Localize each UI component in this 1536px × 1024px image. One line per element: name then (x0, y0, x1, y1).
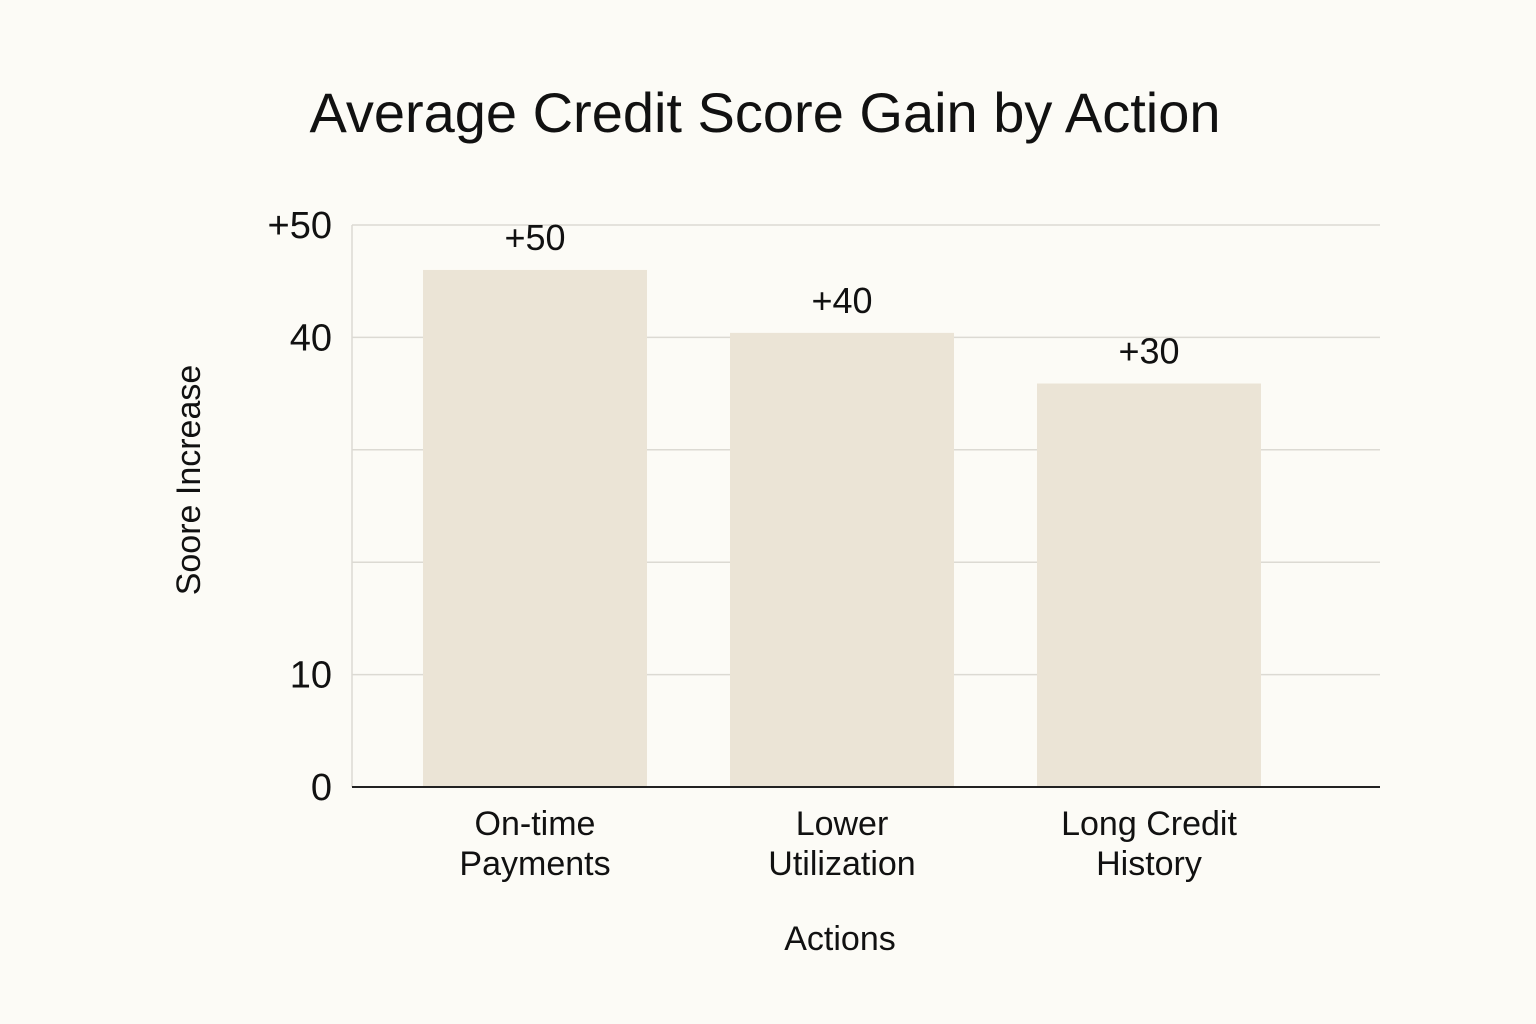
x-category-label: Lower (796, 805, 889, 843)
bar-data-label: +40 (811, 280, 872, 321)
y-tick-label: +50 (268, 205, 332, 247)
x-category-label: Payments (459, 845, 610, 883)
bar-data-label: +30 (1118, 330, 1179, 371)
bar (1037, 383, 1261, 787)
bar-data-label: +50 (504, 217, 565, 258)
x-category-label: History (1096, 845, 1202, 883)
x-category-label: Utilization (768, 845, 915, 883)
chart-title: Average Credit Score Gain by Action (309, 81, 1220, 144)
y-axis-title: Soore Increase (170, 365, 208, 596)
y-tick-label: 40 (290, 317, 332, 359)
bar (423, 269, 647, 788)
y-tick-label: 0 (311, 767, 332, 809)
y-tick-label: 10 (290, 655, 332, 697)
bar (730, 332, 954, 787)
x-category-label: Long Credit (1061, 805, 1237, 843)
x-category-label: On-time (475, 805, 596, 843)
x-axis-title: Actions (784, 920, 896, 958)
